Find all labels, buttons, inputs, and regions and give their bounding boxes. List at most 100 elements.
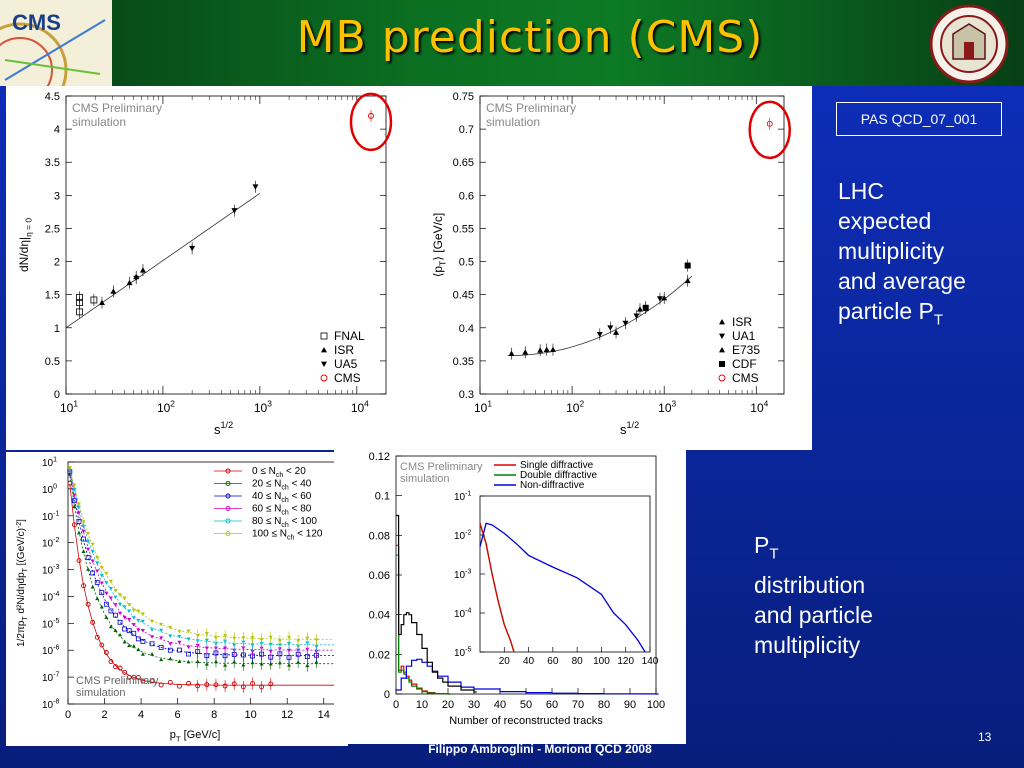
- y-tick-label: 2: [54, 257, 60, 269]
- y-tick-label: 4: [54, 124, 60, 136]
- y-tick-label: 0.02: [369, 649, 390, 661]
- y-tick-label: 0.35: [453, 356, 474, 368]
- legend-label: 40 ≤ Nch < 60: [252, 491, 312, 504]
- data-point: [131, 616, 136, 620]
- data-point: [268, 635, 273, 640]
- data-point: [136, 619, 141, 623]
- data-point: [136, 647, 141, 652]
- description-text: particle P: [838, 298, 934, 324]
- data-point-e735: [636, 306, 643, 312]
- data-point: [287, 663, 292, 667]
- data-point: [81, 520, 86, 524]
- x-tick-label: 0: [393, 699, 399, 711]
- inset-x-tick-label: 100: [593, 656, 610, 667]
- plot-frame: [479, 95, 785, 395]
- data-point: [81, 529, 86, 534]
- fit-curve: [69, 466, 342, 640]
- data-point: [108, 659, 114, 665]
- data-point: [231, 681, 237, 687]
- legend-label: 80 ≤ Nch < 100: [252, 516, 317, 529]
- x-tick-label: 6: [175, 709, 181, 721]
- legend-marker: [225, 481, 231, 486]
- data-point: [314, 645, 319, 649]
- data-point: [140, 629, 145, 633]
- inset-y-tick-label: 10-5: [454, 647, 471, 660]
- data-point: [296, 660, 301, 664]
- data-point: [223, 646, 228, 651]
- y-tick-label: 10-5: [42, 618, 59, 631]
- data-point: [113, 588, 118, 593]
- data-point: [287, 635, 292, 640]
- inset-y-tick-label: 10-3: [454, 569, 471, 582]
- x-tick-label: 50: [520, 699, 532, 711]
- data-point: [131, 623, 136, 627]
- legend-marker: [321, 347, 327, 353]
- data-point: [104, 571, 109, 576]
- tracks-chart-panel: 0 0.02 0.04 0.06 0.08 0.1 0.12 0 10 20 30 40 50 60 70 8…: [334, 448, 686, 744]
- inset-x-tick-label: 120: [617, 656, 634, 667]
- description-line: multiplicity: [754, 631, 861, 658]
- data-point: [99, 604, 104, 609]
- legend-label: 0 ≤ Nch < 20: [252, 466, 306, 479]
- data-point: [296, 639, 301, 643]
- university-seal-icon: [928, 4, 1010, 84]
- y-tick-label: 0.7: [459, 124, 474, 136]
- data-point: [127, 643, 132, 648]
- y-tick-label: 10-1: [42, 510, 59, 523]
- data-point: [186, 659, 191, 664]
- y-tick-label: 0.04: [369, 610, 390, 622]
- data-point: [223, 663, 228, 667]
- data-point-e735: [613, 329, 620, 335]
- data-point: [76, 530, 81, 535]
- y-tick-label: 0.1: [375, 491, 390, 503]
- data-point: [103, 650, 109, 655]
- data-point: [127, 617, 132, 622]
- data-point: [168, 625, 173, 630]
- data-point-ua1: [596, 332, 603, 338]
- data-point-isr: [549, 346, 556, 353]
- data-point: [86, 567, 91, 571]
- data-point: [90, 542, 95, 547]
- y-axis-label-group: ⟨pT⟩ [GeV/c]: [431, 213, 448, 278]
- data-point: [67, 468, 72, 473]
- legend-marker: [225, 493, 231, 499]
- data-point: [85, 555, 91, 561]
- histogram-double-diffractive: [396, 554, 451, 695]
- data-point: [158, 682, 164, 688]
- description-line: distribution: [754, 571, 866, 598]
- legend-marker: [719, 361, 725, 367]
- x-tick-label: 100: [647, 699, 665, 711]
- y-axis-label-group: dN/dη|η = 0: [17, 218, 34, 272]
- data-point: [259, 684, 265, 690]
- data-point: [108, 608, 114, 614]
- cms-preliminary-label: CMS Preliminary: [76, 675, 159, 687]
- data-point-isr: [522, 349, 529, 355]
- data-point: [86, 531, 91, 536]
- data-point: [108, 586, 113, 591]
- y-tick-label: 0.12: [369, 451, 390, 463]
- data-point: [118, 602, 123, 607]
- slide-title: MB prediction (CMS): [296, 12, 764, 63]
- data-point: [72, 483, 77, 488]
- y-tick-label: 10-7: [42, 672, 59, 685]
- x-tick-label: 102: [566, 399, 584, 415]
- data-point-ua5: [189, 245, 196, 252]
- data-point: [204, 662, 209, 666]
- data-point: [250, 649, 255, 654]
- y-axis-label: 1/2πpT d²N/dηdpT [(GeV/c)-2]: [16, 519, 29, 647]
- data-point: [204, 638, 209, 643]
- legend-label: 20 ≤ Nch < 40: [252, 479, 312, 492]
- page-number: 13: [978, 730, 992, 744]
- y-tick-label: 0.06: [369, 570, 390, 582]
- legend-marker: [225, 506, 231, 511]
- mean-pt-chart: 0.3 0.35 0.4 0.45 0.5 0.55 0.6 0.65 0.7 0.75 101 10…: [431, 91, 791, 437]
- data-point: [131, 630, 137, 636]
- data-point: [168, 656, 173, 661]
- data-point: [122, 596, 127, 601]
- data-point-isr: [139, 267, 146, 273]
- x-tick-label: 0: [65, 709, 71, 721]
- x-tick-label: 4: [138, 709, 144, 721]
- data-point: [168, 642, 173, 646]
- data-point: [232, 659, 237, 664]
- data-point: [140, 639, 146, 644]
